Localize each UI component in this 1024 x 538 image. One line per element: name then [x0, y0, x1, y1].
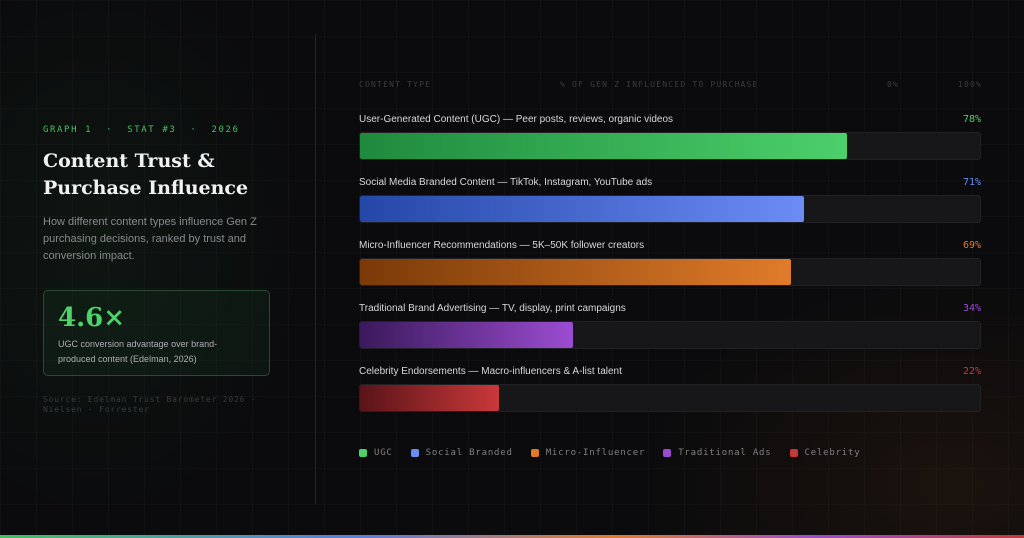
- bar-value-label: 22%: [962, 366, 981, 377]
- legend-label: Social Branded: [425, 448, 513, 458]
- legend-item: Traditional Ads: [663, 448, 771, 458]
- legend-item: Celebrity: [789, 448, 861, 458]
- left-glow: [0, 0, 320, 538]
- bottom-accent-strip: [0, 535, 1024, 538]
- legend-item: Social Branded: [410, 448, 513, 458]
- legend-item: Micro-Influencer: [530, 448, 646, 458]
- bar-track: [359, 258, 981, 286]
- legend-swatch: [789, 449, 798, 457]
- panel-divider: [315, 34, 316, 504]
- stat-value: 4.6×: [58, 303, 126, 333]
- bar: [360, 196, 804, 222]
- column-header-max: 100%: [958, 80, 983, 89]
- bar-value-label: 69%: [962, 240, 981, 251]
- legend-label: UGC: [374, 448, 393, 458]
- bar-label: Traditional Brand Advertising — TV, disp…: [359, 303, 626, 314]
- bar-label: User-Generated Content (UGC) — Peer post…: [359, 114, 674, 125]
- source-note: Source: Edelman Trust Barometer 2026 · N…: [43, 395, 257, 414]
- legend-label: Micro-Influencer: [545, 448, 646, 458]
- legend-swatch: [410, 449, 419, 457]
- bar-label: Micro-Influencer Recommendations — 5K–50…: [359, 240, 645, 251]
- bar-value-label: 78%: [962, 114, 981, 125]
- legend-label: Traditional Ads: [678, 448, 772, 458]
- stat-card: 4.6× UGC conversion advantage over brand…: [43, 290, 270, 376]
- legend-swatch: [530, 449, 539, 457]
- page-subtitle: How different content types influence Ge…: [43, 216, 257, 262]
- bar-value-label: 71%: [962, 177, 981, 188]
- legend-item: UGC: [359, 448, 393, 458]
- legend-swatch: [359, 449, 367, 457]
- bar: [360, 385, 499, 411]
- stat-caption: UGC conversion advantage over brand-prod…: [58, 339, 218, 364]
- column-header-content-type: CONTENT TYPE: [359, 80, 432, 89]
- bar-value-label: 34%: [962, 303, 981, 314]
- bar-track: [359, 384, 981, 412]
- bar-track: [359, 132, 981, 160]
- column-header-min: 0%: [887, 80, 900, 89]
- eyebrow-label: GRAPH 1 · STAT #3 · 2026: [43, 125, 240, 135]
- bar: [360, 259, 791, 285]
- legend-label: Celebrity: [804, 448, 861, 458]
- bar-track: [359, 321, 981, 349]
- bar-label: Social Media Branded Content — TikTok, I…: [359, 177, 653, 188]
- chart-legend: UGC Social Branded Micro-Influencer Traditi…: [359, 448, 860, 458]
- bar: [360, 133, 847, 159]
- column-header-metric: % OF GEN Z INFLUENCED TO PURCHASE: [560, 80, 759, 89]
- legend-swatch: [663, 449, 672, 457]
- page-title: Content Trust & Purchase Influence: [43, 150, 249, 199]
- bar-track: [359, 195, 981, 223]
- bar: [360, 322, 573, 348]
- bar-label: Celebrity Endorsements — Macro-influence…: [359, 366, 622, 377]
